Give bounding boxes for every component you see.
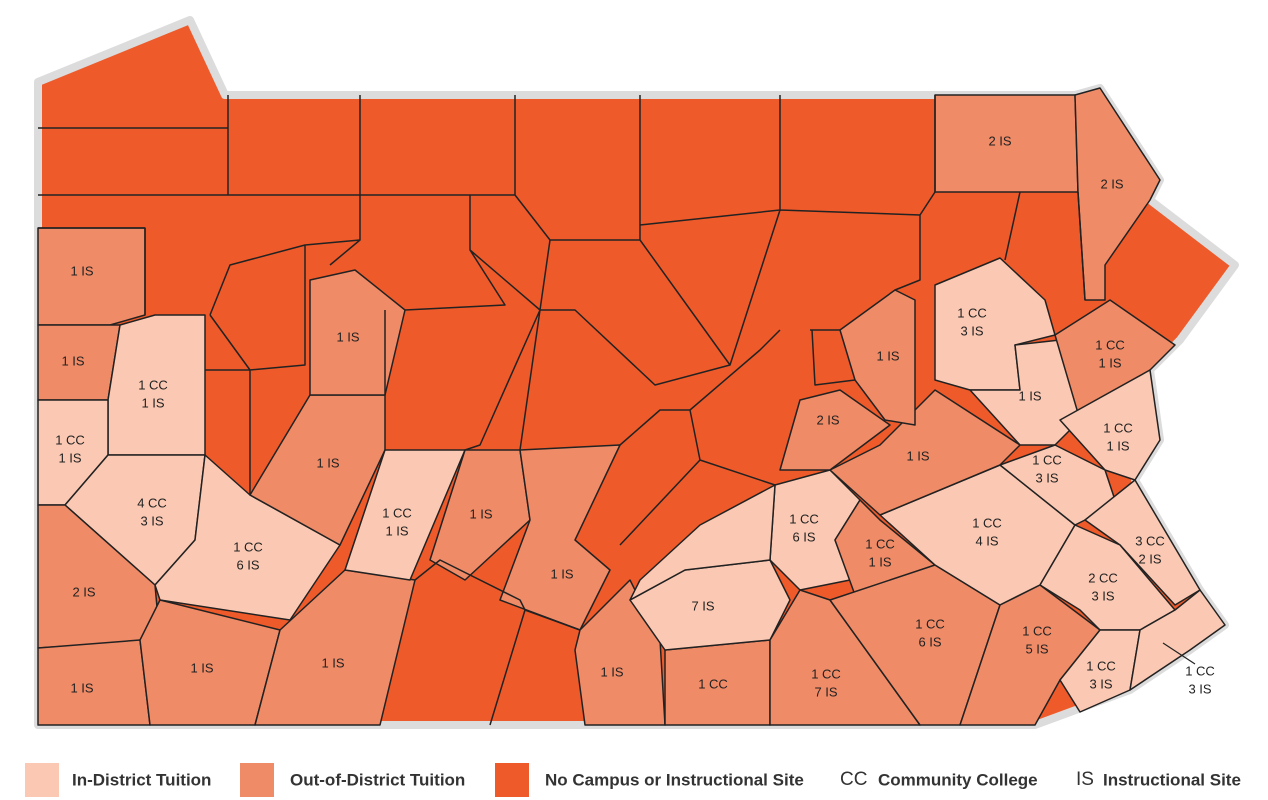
county-label: 3 IS xyxy=(1089,676,1112,691)
county-label: 2 IS xyxy=(1138,551,1161,566)
abbreviation: CC xyxy=(840,769,867,790)
county-label: 1 CC xyxy=(972,515,1002,530)
county-label: 1 IS xyxy=(1098,355,1121,370)
county-label: 3 IS xyxy=(1188,681,1211,696)
county-label: 4 IS xyxy=(975,533,998,548)
county-label: 1 IS xyxy=(868,554,891,569)
county-label: 1 CC xyxy=(382,505,412,520)
county xyxy=(499,444,621,631)
legend-swatch xyxy=(240,763,274,797)
county-label: 6 IS xyxy=(236,557,259,572)
abbreviation: IS xyxy=(1076,769,1094,790)
county xyxy=(254,569,416,726)
county-label: 1 IS xyxy=(600,664,623,679)
county-label: 1 IS xyxy=(906,448,929,463)
county-label: 1 CC xyxy=(233,539,263,554)
county-borders xyxy=(38,95,1086,726)
county xyxy=(344,449,466,581)
county xyxy=(834,499,936,596)
county-label: 3 IS xyxy=(1035,470,1058,485)
legend-label: In-District Tuition xyxy=(72,770,211,789)
leader-line xyxy=(1162,642,1196,665)
county-label: 3 IS xyxy=(960,323,983,338)
abbreviation-meaning: Community College xyxy=(878,770,1038,789)
county xyxy=(37,639,151,726)
county-label: 1 CC xyxy=(1103,420,1133,435)
county-label: 1 IS xyxy=(70,263,93,278)
county-label: 1 CC xyxy=(957,305,987,320)
county-label: 1 IS xyxy=(58,450,81,465)
county-label: 1 IS xyxy=(876,348,899,363)
county-label: 7 IS xyxy=(814,684,837,699)
county xyxy=(429,449,531,581)
county-label: 1 CC xyxy=(1032,452,1062,467)
county-label: 1 IS xyxy=(1106,438,1129,453)
county-label: 1 CC xyxy=(1022,623,1052,638)
county-label: 1 IS xyxy=(321,655,344,670)
county-label: 6 IS xyxy=(792,529,815,544)
county-label: 1 CC xyxy=(138,377,168,392)
county-label: 1 CC xyxy=(915,616,945,631)
legend-label: No Campus or Instructional Site xyxy=(545,770,804,789)
county-label: 1 CC xyxy=(1095,337,1125,352)
county-label: 2 IS xyxy=(988,133,1011,148)
county-label: 1 CC xyxy=(698,676,728,691)
county xyxy=(1054,299,1176,421)
legend: In-District Tuition Out-of-District Tuiti… xyxy=(25,763,1241,797)
county-label: 1 IS xyxy=(190,660,213,675)
counties: 2 IS 2 IS 1 IS 1 IS 1 CC 1 IS 1 CC 1 IS 4 CC 3 IS… xyxy=(37,87,1226,726)
county xyxy=(309,269,406,396)
county-label: 1 CC xyxy=(1086,658,1116,673)
county-label: 2 CC xyxy=(1088,570,1118,585)
legend-label: Out-of-District Tuition xyxy=(290,770,465,789)
county-label: 1 CC xyxy=(811,666,841,681)
county-label: 6 IS xyxy=(918,634,941,649)
county xyxy=(1129,589,1226,691)
legend-swatch xyxy=(495,763,529,797)
county xyxy=(779,389,891,471)
county-label: 1 IS xyxy=(469,506,492,521)
county xyxy=(249,394,386,546)
county-label: 1 CC xyxy=(865,536,895,551)
county-label: 1 IS xyxy=(550,566,573,581)
county-label: 1 IS xyxy=(61,353,84,368)
county-label: 3 CC xyxy=(1135,533,1165,548)
county-label: 1 IS xyxy=(70,680,93,695)
county-label: 1 IS xyxy=(316,455,339,470)
county-label: 2 IS xyxy=(1100,176,1123,191)
county-label: 5 IS xyxy=(1025,641,1048,656)
county xyxy=(1084,479,1201,606)
county xyxy=(1059,369,1161,481)
county-label: 1 CC xyxy=(789,511,819,526)
county-label: 3 IS xyxy=(1091,588,1114,603)
county-label: 7 IS xyxy=(691,598,714,613)
county-label: 2 IS xyxy=(72,584,95,599)
legend-swatch xyxy=(25,763,59,797)
county xyxy=(629,484,776,601)
county-label: 1 CC xyxy=(55,432,85,447)
county-label: 2 IS xyxy=(816,412,839,427)
county-label: 1 IS xyxy=(141,395,164,410)
county-label: 1 CC xyxy=(1185,663,1215,678)
county-label: 1 IS xyxy=(336,329,359,344)
county-label: 4 CC xyxy=(137,495,167,510)
county-label: 1 IS xyxy=(385,523,408,538)
abbreviation-meaning: Instructional Site xyxy=(1103,770,1241,789)
county-label: 3 IS xyxy=(140,513,163,528)
county-label: 1 IS xyxy=(1018,388,1041,403)
